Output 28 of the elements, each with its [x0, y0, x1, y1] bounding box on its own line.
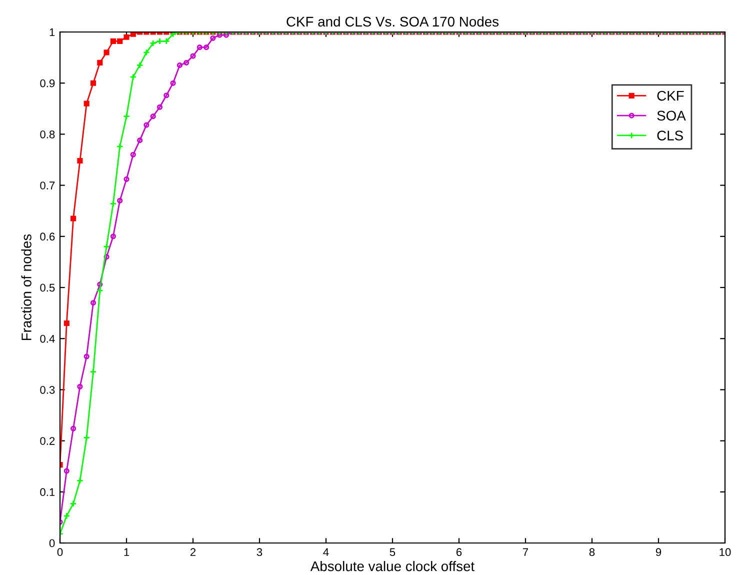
legend-label: CKF [657, 90, 684, 101]
y-tick-label: 0.2 [40, 437, 55, 445]
y-tick-label: 0.6 [40, 232, 55, 241]
x-tick-label: 0 [57, 548, 63, 556]
x-tick-label: 8 [589, 548, 595, 556]
y-tick-label: 0 [49, 539, 55, 548]
y-axis-title: Fraction of nodes [21, 234, 32, 340]
x-tick-label: 9 [656, 548, 662, 556]
x-tick-label: 5 [390, 548, 396, 556]
y-tick-label: 0.1 [40, 488, 55, 496]
y-tick-label: 0.5 [40, 284, 55, 292]
x-tick-label: 4 [323, 548, 329, 556]
y-tick-label: 0.8 [40, 130, 55, 138]
chart-title: CKF and CLS Vs. SOA 170 Nodes [286, 16, 499, 27]
x-tick-label: 1 [124, 548, 130, 556]
legend-label: CLS [657, 130, 683, 140]
x-tick-label: 10 [720, 548, 731, 556]
x-tick-label: 6 [456, 548, 462, 556]
x-tick-label: 7 [522, 548, 528, 556]
x-tick-label: 3 [256, 548, 262, 556]
x-axis-title: Absolute value clock offset [310, 560, 474, 572]
y-tick-label: 0.3 [40, 386, 55, 394]
y-tick-label: 1 [50, 28, 55, 36]
y-tick-label: 0.9 [40, 79, 55, 88]
legend-label: SOA [657, 110, 686, 121]
x-tick-label: 2 [190, 548, 196, 556]
y-tick-label: 0.7 [40, 182, 55, 190]
y-tick-label: 0.4 [40, 334, 55, 343]
